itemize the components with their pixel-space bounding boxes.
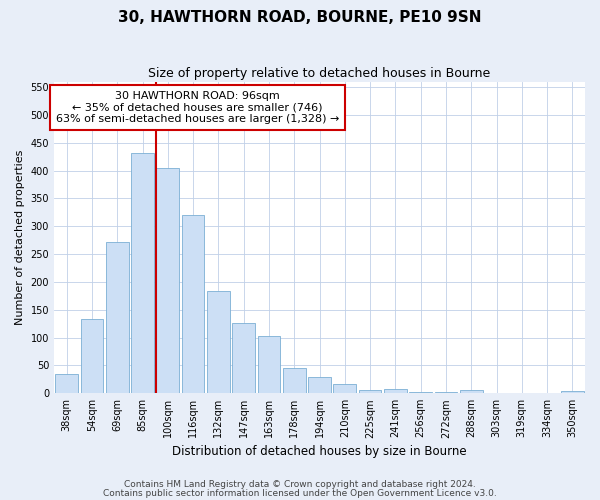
Bar [207,292,230,393]
Text: 30 HAWTHORN ROAD: 96sqm
← 35% of detached houses are smaller (746)
63% of semi-d: 30 HAWTHORN ROAD: 96sqm ← 35% of detache… [56,91,339,124]
Bar [485,392,508,393]
Y-axis label: Number of detached properties: Number of detached properties [15,150,25,325]
Bar [409,392,432,393]
Bar [257,336,280,393]
Bar [131,153,154,393]
Bar [283,368,305,393]
Title: Size of property relative to detached houses in Bourne: Size of property relative to detached ho… [148,68,491,80]
Text: 30, HAWTHORN ROAD, BOURNE, PE10 9SN: 30, HAWTHORN ROAD, BOURNE, PE10 9SN [118,10,482,25]
Bar [384,390,407,393]
Bar [308,376,331,393]
Bar [334,384,356,393]
Bar [232,322,255,393]
Text: Contains public sector information licensed under the Open Government Licence v3: Contains public sector information licen… [103,489,497,498]
Bar [106,242,128,393]
Bar [157,168,179,393]
Bar [80,319,103,393]
X-axis label: Distribution of detached houses by size in Bourne: Distribution of detached houses by size … [172,444,467,458]
Text: Contains HM Land Registry data © Crown copyright and database right 2024.: Contains HM Land Registry data © Crown c… [124,480,476,489]
Bar [359,390,382,393]
Bar [434,392,457,393]
Bar [182,215,205,393]
Bar [55,374,78,393]
Bar [460,390,482,393]
Bar [561,391,584,393]
Bar [536,392,559,393]
Bar [511,392,533,393]
